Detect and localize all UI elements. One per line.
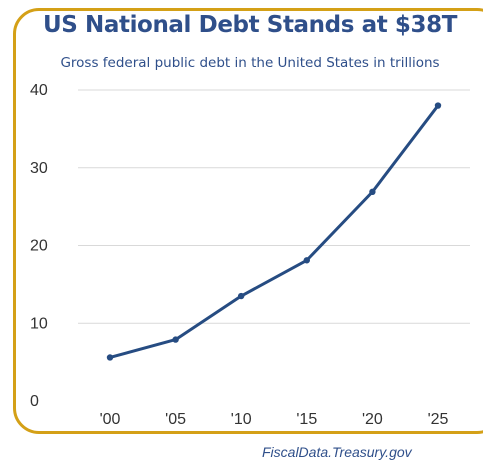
x-tick-label: '20 <box>362 411 383 428</box>
y-tick-label: 40 <box>30 82 48 99</box>
gridlines <box>78 89 470 324</box>
x-tick-label: '15 <box>296 411 317 428</box>
card-frame <box>13 8 483 434</box>
source-note: FiscalData.Treasury.gov <box>262 444 412 460</box>
y-axis-ticks: 0 10 20 30 40 <box>30 82 48 410</box>
x-axis-ticks: '00 '05 '10 '15 '20 '25 <box>100 411 449 428</box>
x-tick-label: '25 <box>428 411 449 428</box>
series-line <box>108 104 440 359</box>
data-point <box>238 292 245 300</box>
series-layer <box>106 102 442 361</box>
data-point <box>172 336 179 343</box>
x-tick-label: '10 <box>231 411 252 428</box>
data-point <box>106 354 114 361</box>
y-tick-label: 30 <box>30 160 48 177</box>
chart-title: US National Debt Stands at $38T <box>42 12 458 38</box>
y-tick-label: 20 <box>30 238 48 255</box>
chart-subtitle: Gross federal public debt in the United … <box>60 55 440 71</box>
y-tick-label: 0 <box>30 393 39 410</box>
data-point <box>369 188 376 196</box>
y-tick-label: 10 <box>30 315 48 332</box>
data-point <box>303 257 310 264</box>
x-tick-label: '00 <box>100 411 121 428</box>
data-point <box>434 102 442 109</box>
x-tick-label: '05 <box>165 411 186 428</box>
